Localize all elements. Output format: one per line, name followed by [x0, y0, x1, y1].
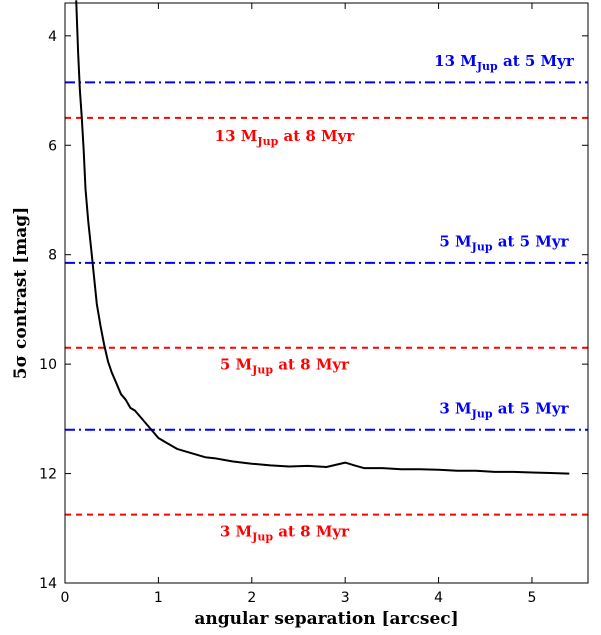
reference-labels: 13 MJup at 5 Myr 13 MJup at 8 Myr 5 MJup a… — [215, 52, 575, 544]
reference-label-1: 13 MJup at 5 Myr — [434, 52, 575, 73]
x-tick-label: 2 — [247, 590, 256, 606]
x-tick-label: 4 — [434, 590, 443, 606]
reference-lines — [65, 81, 588, 516]
reference-label-6: 3 MJup at 8 Myr — [220, 522, 350, 543]
plot-frame — [64, 2, 589, 584]
x-tick-label: 0 — [61, 590, 70, 606]
x-axis-title: angular separation [arcsec] — [194, 609, 458, 629]
y-axis: 4 6 8 10 12 14 — [39, 29, 588, 592]
x-tick-label: 5 — [528, 590, 537, 606]
x-tick-label: 3 — [341, 590, 350, 606]
reference-label-5: 3 MJup at 5 Myr — [439, 399, 569, 420]
series-line-1 — [75, 0, 570, 475]
y-tick-label: 6 — [48, 138, 57, 154]
y-tick-label: 4 — [48, 29, 57, 45]
reference-label-4: 5 MJup at 8 Myr — [220, 356, 350, 377]
reference-label-2: 13 MJup at 8 Myr — [215, 127, 356, 148]
reference-label-3: 5 MJup at 5 Myr — [439, 232, 569, 253]
series-group — [75, 0, 570, 475]
y-tick-label: 14 — [39, 576, 57, 592]
x-axis: 0 1 2 3 4 5 — [61, 3, 537, 606]
y-axis-title: 5σ contrast [mag] — [11, 207, 31, 379]
x-tick-label: 1 — [154, 590, 163, 606]
y-tick-label: 8 — [48, 248, 57, 264]
y-tick-label: 10 — [39, 357, 57, 373]
y-tick-label: 12 — [39, 467, 57, 483]
